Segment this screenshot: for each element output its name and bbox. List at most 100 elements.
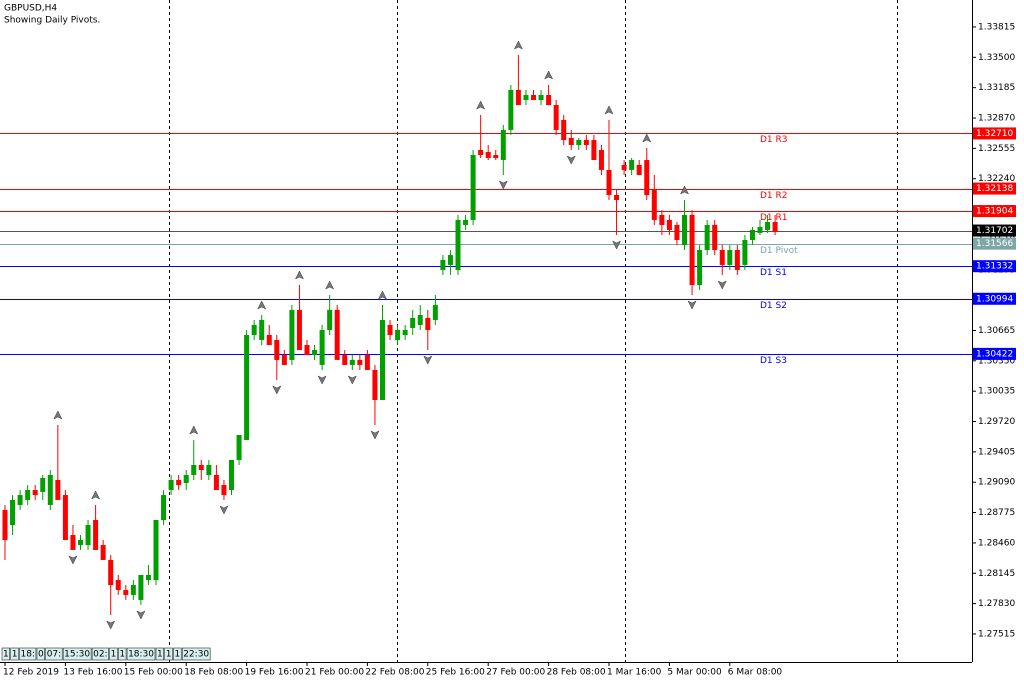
fractal-up <box>294 270 305 280</box>
time-flag-label: 1 <box>119 650 125 660</box>
candle-body <box>2 509 8 541</box>
candle-body <box>259 319 265 341</box>
candle-body <box>357 359 363 365</box>
price-box <box>973 292 1016 305</box>
candle-body <box>493 155 499 159</box>
pivot-name: D1 R3 <box>760 135 788 145</box>
price-box <box>973 224 1016 237</box>
fractal-up <box>476 100 486 110</box>
candle-body <box>198 464 204 470</box>
x-tick-label: 28 Feb 08:00 <box>547 668 606 678</box>
fractal-down <box>219 505 229 515</box>
price-box-label: 1.30994 <box>976 294 1013 304</box>
price-box <box>973 347 1016 360</box>
candle-body <box>10 499 16 525</box>
candle-body <box>62 495 68 541</box>
x-tick-label: 1 Mar 16:00 <box>607 668 662 678</box>
candle-body <box>598 150 604 170</box>
time-flag <box>62 647 92 661</box>
candle-body <box>500 129 506 161</box>
fractal-up <box>53 410 63 420</box>
time-flag-label: 0 <box>38 650 44 660</box>
pivot-name: D1 R2 <box>760 191 788 201</box>
candle-body <box>266 334 272 346</box>
y-tick-label: 1.30350 <box>978 356 1015 366</box>
candle-body <box>538 94 544 101</box>
candle-body <box>312 350 318 356</box>
candle-body <box>281 355 287 365</box>
candle-body <box>689 214 695 285</box>
candle-body <box>213 474 219 491</box>
candle-body <box>221 485 227 496</box>
candle-body <box>666 219 672 230</box>
fractal-down <box>687 300 697 310</box>
time-flag <box>164 647 173 661</box>
candle-body <box>402 329 408 335</box>
price-box <box>973 237 1016 250</box>
candle-body <box>70 535 76 550</box>
y-tick-label: 1.32555 <box>978 144 1015 154</box>
pivot-name: D1 S1 <box>760 268 787 278</box>
time-flag-label: 18:30 <box>128 650 154 660</box>
candle-body <box>364 355 370 370</box>
y-tick-label: 1.32240 <box>978 174 1015 184</box>
candle-body <box>447 255 453 265</box>
time-flag <box>109 647 118 661</box>
y-tick-label: 1.33500 <box>978 53 1015 63</box>
candle-body <box>153 519 159 581</box>
time-flag-label: 1 <box>166 650 172 660</box>
y-tick-label: 1.33815 <box>978 22 1015 32</box>
candle-body <box>78 540 83 546</box>
candle-body <box>55 480 61 500</box>
time-flag-label: 1 <box>174 650 180 660</box>
time-flag-label: 15:30 <box>64 650 90 660</box>
candle-body <box>334 309 340 360</box>
y-tick-label: 1.32870 <box>978 114 1015 124</box>
candle-body <box>553 105 559 130</box>
candle-body <box>123 590 129 595</box>
x-tick-label: 15 Feb 00:00 <box>124 668 183 678</box>
fractal-down <box>423 355 433 365</box>
candle-body <box>523 94 529 101</box>
candle-body <box>614 195 620 201</box>
time-flag-label: 22:30 <box>183 650 209 660</box>
time-flag-label: 07: <box>47 650 61 660</box>
candle-body <box>508 89 514 130</box>
candle-body <box>108 559 114 586</box>
candle-body <box>130 585 136 595</box>
fractal-down <box>498 180 508 190</box>
candle-body <box>349 359 355 365</box>
candle-body <box>395 329 401 341</box>
pivot-name: D1 R1 <box>760 213 788 223</box>
y-tick-label: 1.28145 <box>978 569 1015 579</box>
fractal-down <box>717 280 727 290</box>
candle-body <box>244 334 250 441</box>
time-flag <box>173 647 182 661</box>
candle-body <box>417 314 423 325</box>
candle-body <box>636 164 642 175</box>
y-tick-label: 1.28460 <box>978 538 1015 548</box>
candle-body <box>606 169 612 196</box>
candle-body <box>629 160 635 170</box>
candle-body <box>455 219 461 270</box>
candle-body <box>772 221 778 233</box>
candle-body <box>115 580 121 591</box>
candle-body <box>440 259 446 270</box>
candle-body <box>25 490 31 500</box>
y-tick-label: 1.30665 <box>978 326 1015 336</box>
price-box <box>973 205 1016 218</box>
candle-body <box>206 464 212 475</box>
candle-body <box>191 464 197 475</box>
x-tick-label: 21 Feb 00:00 <box>305 668 364 678</box>
candle-body <box>712 224 718 251</box>
price-box-label: 1.31904 <box>976 207 1013 217</box>
candle-body <box>561 119 567 140</box>
time-flag-label: 02: <box>93 650 107 660</box>
time-flag <box>91 647 109 661</box>
price-box <box>973 260 1016 273</box>
candle-body <box>145 574 151 581</box>
time-flag <box>155 647 164 661</box>
fractal-down <box>106 620 116 630</box>
candle-body <box>236 435 242 460</box>
time-flag <box>126 647 156 661</box>
